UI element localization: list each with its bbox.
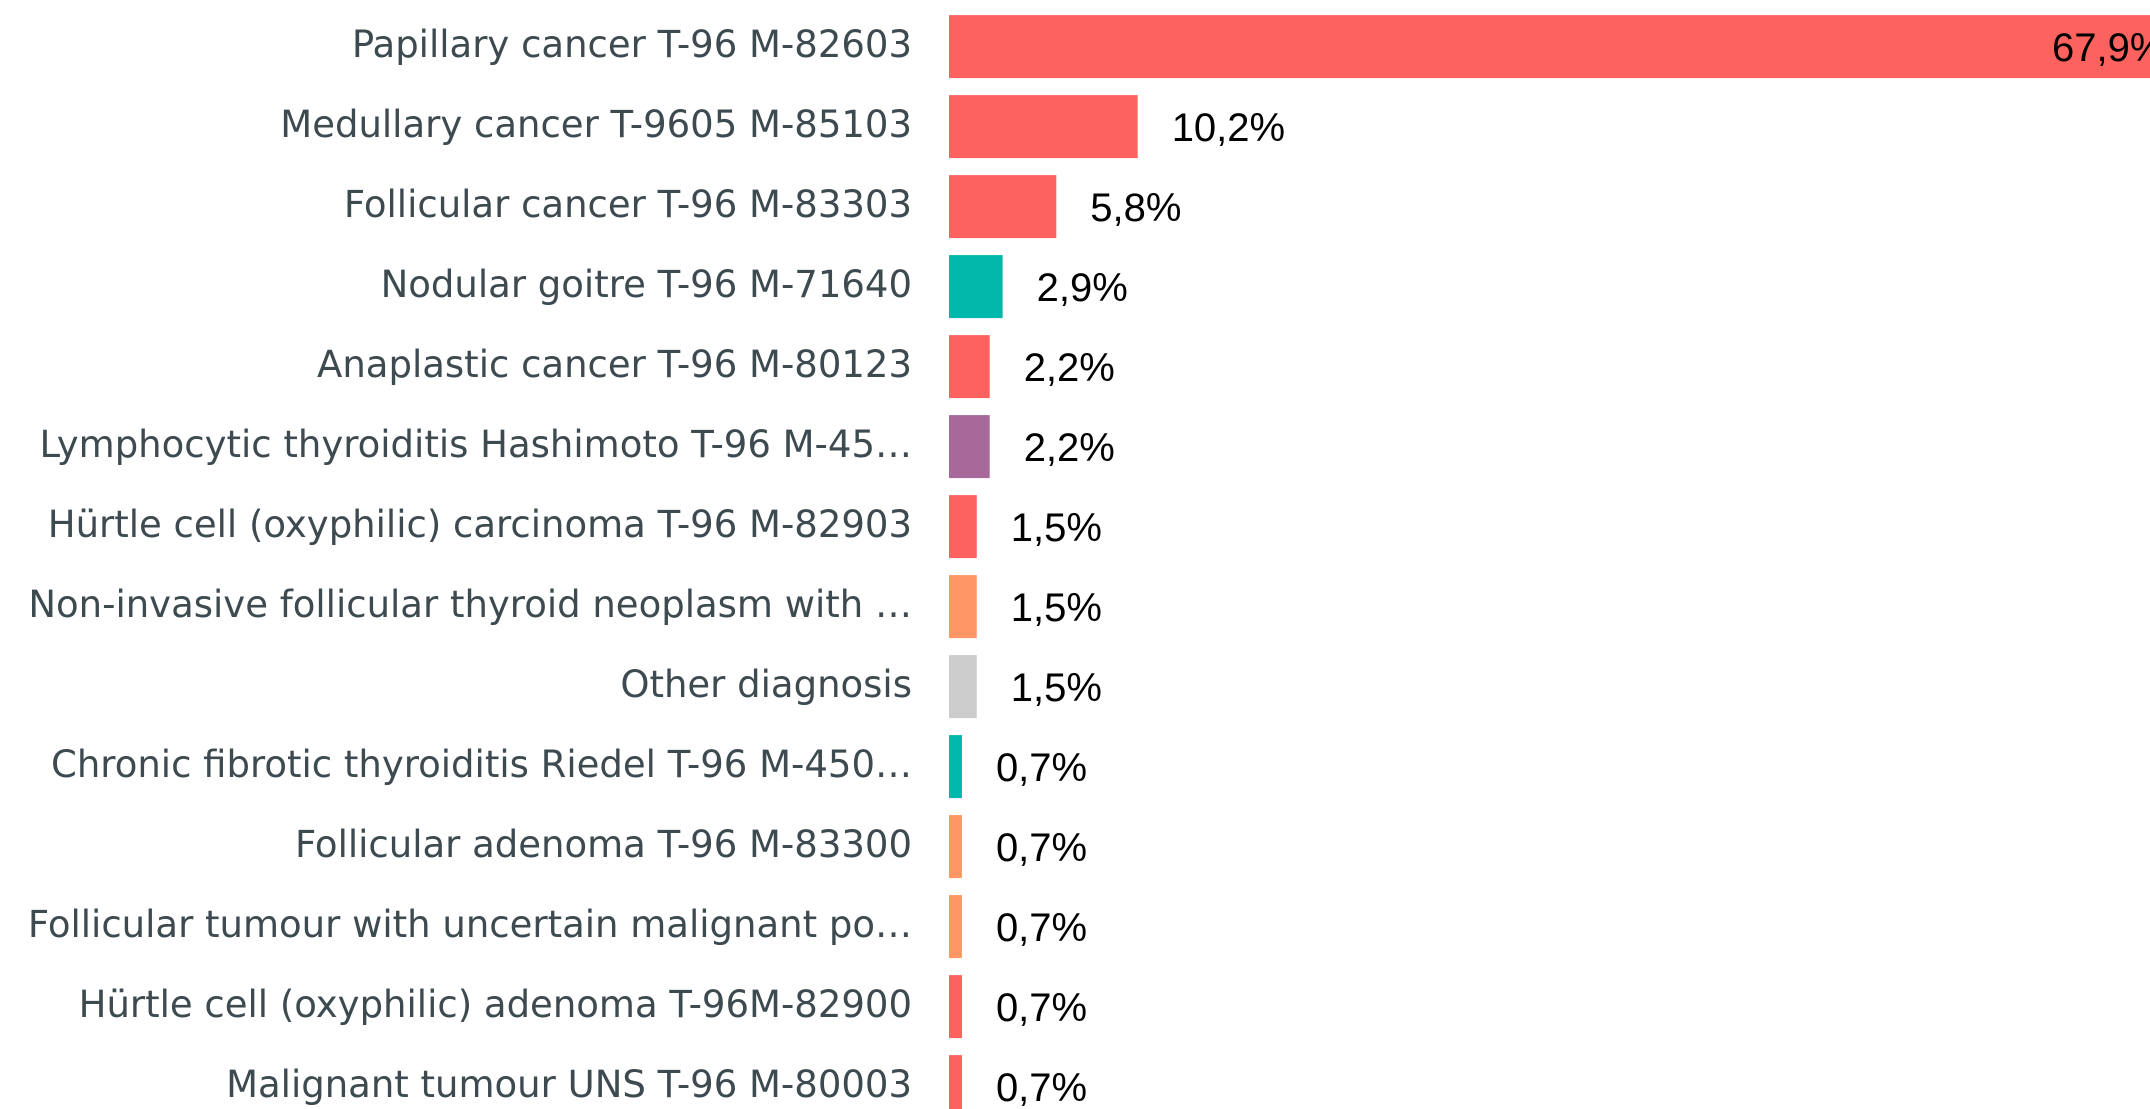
data-label: 10,2% xyxy=(1172,106,1285,150)
bar xyxy=(949,1055,962,1109)
data-label: 2,9% xyxy=(1037,266,1128,310)
category-label: Follicular tumour with uncertain maligna… xyxy=(28,903,912,946)
bar xyxy=(949,175,1057,239)
category-label: Malignant tumour UNS T-96 M-80003 xyxy=(226,1063,912,1106)
data-label: 1,5% xyxy=(1011,586,1102,630)
data-label: 0,7% xyxy=(996,986,1087,1030)
bar xyxy=(949,735,962,799)
category-label: Follicular cancer T-96 M-83303 xyxy=(344,183,912,226)
data-label: 0,7% xyxy=(996,826,1087,870)
bar xyxy=(949,575,977,639)
category-label: Non-invasive follicular thyroid neoplasm… xyxy=(28,583,912,626)
bar xyxy=(949,15,2150,79)
data-label: 0,7% xyxy=(996,906,1087,950)
bar xyxy=(949,255,1003,319)
category-label: Hürtle cell (oxyphilic) adenoma T-96M-82… xyxy=(79,983,912,1026)
data-label: 5,8% xyxy=(1090,186,1181,230)
data-label: 2,2% xyxy=(1024,426,1115,470)
data-label: 0,7% xyxy=(996,746,1087,790)
bar xyxy=(949,95,1138,159)
data-label: 1,5% xyxy=(1011,666,1102,710)
category-label: Hürtle cell (oxyphilic) carcinoma T-96 M… xyxy=(48,503,912,546)
category-label: Follicular adenoma T-96 M-83300 xyxy=(295,823,912,866)
bar xyxy=(949,895,962,959)
data-label: 0,7% xyxy=(996,1066,1087,1109)
category-label: Lymphocytic thyroiditis Hashimoto T-96 M… xyxy=(40,423,912,466)
category-label: Chronic fibrotic thyroiditis Riedel T-96… xyxy=(51,743,912,786)
category-label: Medullary cancer T-9605 M-85103 xyxy=(280,103,912,146)
bar xyxy=(949,415,990,479)
data-label: 1,5% xyxy=(1011,506,1102,550)
bar xyxy=(949,975,962,1039)
category-label: Anaplastic cancer T-96 M-80123 xyxy=(317,343,912,386)
data-label: 67,9% xyxy=(2052,26,2150,70)
bar xyxy=(949,655,977,719)
bar xyxy=(949,335,990,399)
data-label: 2,2% xyxy=(1024,346,1115,390)
bar xyxy=(949,815,962,879)
category-label: Nodular goitre T-96 M-71640 xyxy=(381,263,912,306)
category-label: Papillary cancer T-96 M-82603 xyxy=(352,23,912,66)
category-label: Other diagnosis xyxy=(620,663,912,706)
bar xyxy=(949,495,977,559)
